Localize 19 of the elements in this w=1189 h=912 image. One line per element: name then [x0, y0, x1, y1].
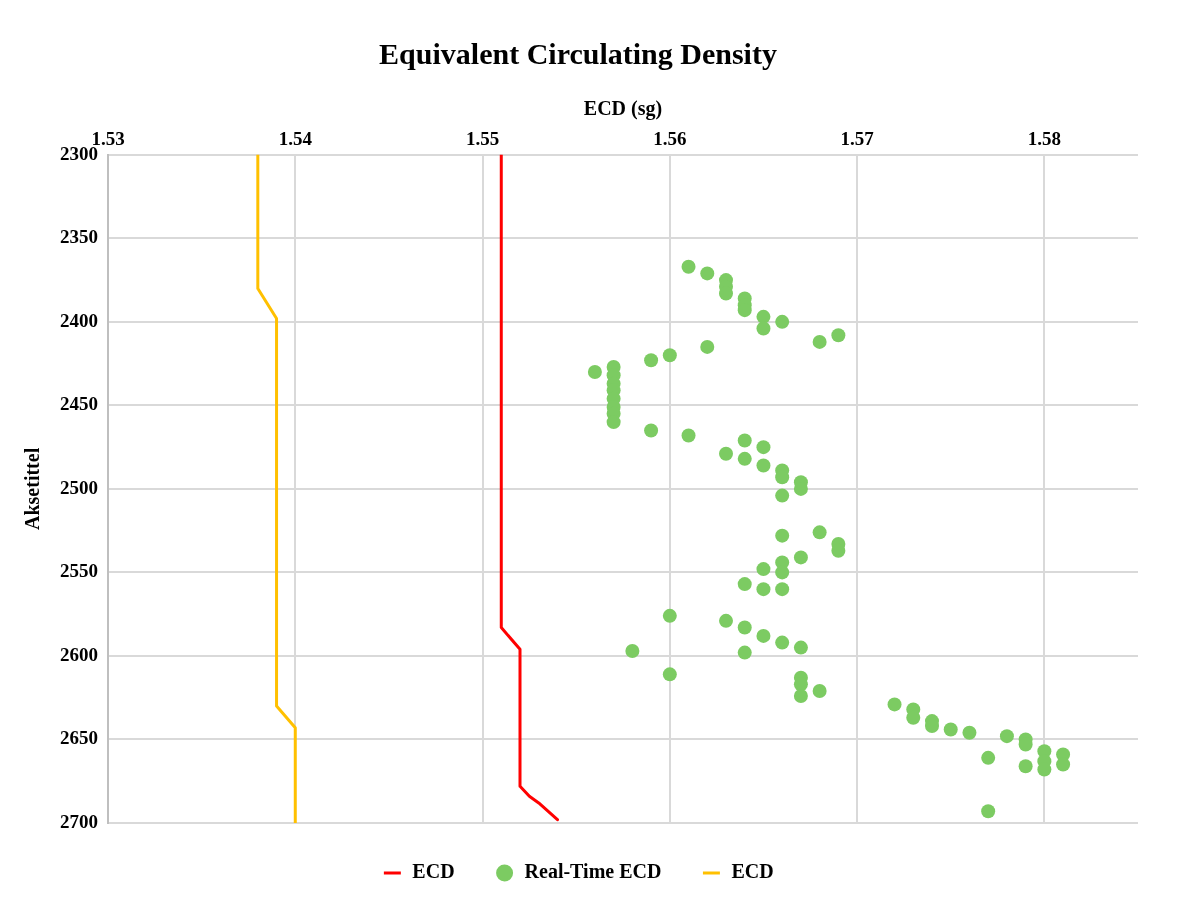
y-tick-label: 2350: [60, 226, 98, 248]
y-axis-title: Aksetittel: [21, 447, 44, 530]
x-tick-label: 1.58: [1027, 128, 1061, 150]
legend-label: ECD: [731, 860, 774, 883]
y-tick-label: 2500: [60, 476, 98, 498]
chart-title: Equivalent Circulating Density: [379, 36, 777, 70]
y-tick-label: 2650: [60, 727, 98, 749]
y-tick-label: 2400: [60, 309, 98, 331]
y-tick-label: 2450: [60, 393, 98, 415]
x-tick-label: 1.57: [840, 128, 875, 150]
x-tick-label: 1.56: [653, 128, 687, 150]
y-tick-label: 2600: [60, 643, 98, 665]
legend-label: ECD: [412, 860, 455, 883]
legend-label: Real-Time ECD: [524, 860, 662, 883]
x-axis-title: ECD (sg): [583, 97, 663, 121]
x-tick-label: 1.55: [465, 128, 500, 150]
y-tick-label: 2550: [60, 560, 98, 582]
y-tick-label: 2700: [60, 810, 98, 832]
x-tick-label: 1.54: [278, 128, 313, 150]
